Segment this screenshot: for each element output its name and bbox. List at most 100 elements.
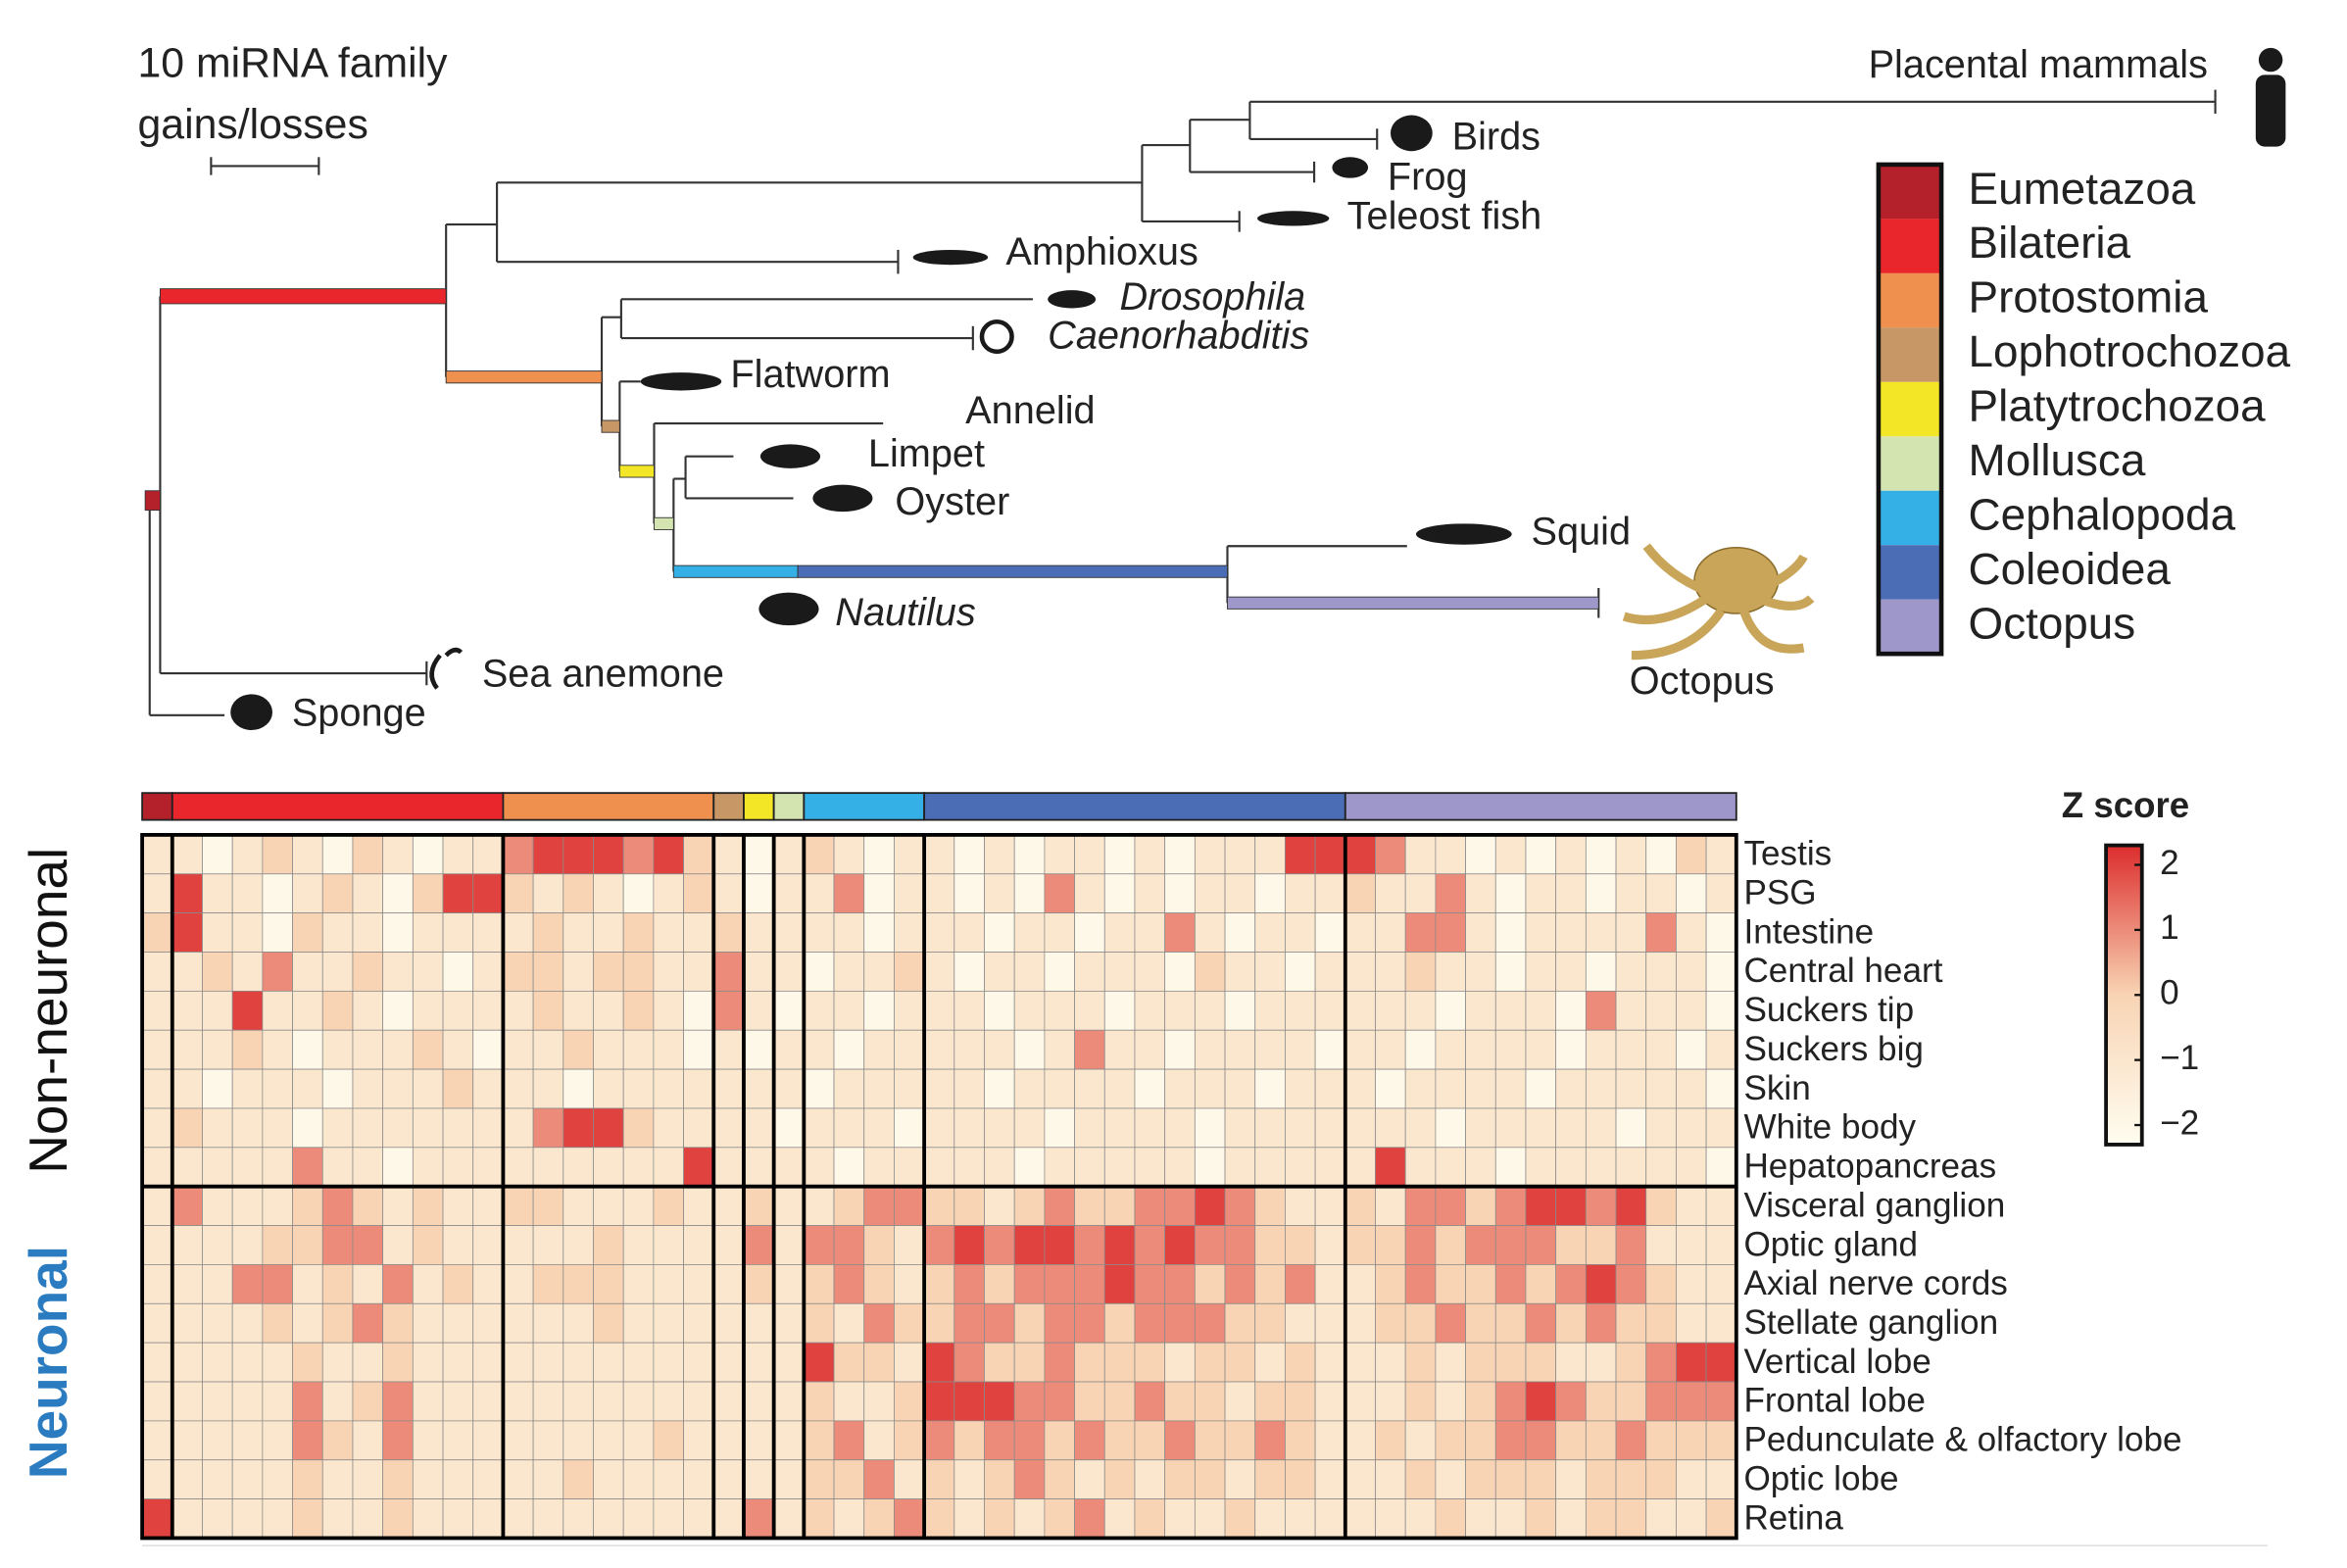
heatmap-cell (743, 990, 775, 1031)
tree: 10 miRNA family gains/losses (138, 39, 2286, 734)
heatmap-cell (1555, 1029, 1587, 1070)
heatmap-cell (1404, 1381, 1437, 1422)
heatmap-cell (202, 1186, 233, 1226)
heatmap-cell (683, 912, 714, 953)
heatmap-cell (1044, 1381, 1075, 1422)
colorbar: Z score 2 1 0 −1 −2 (2062, 785, 2199, 1147)
heatmap-cell (1254, 1342, 1286, 1383)
heatmap-cell (1465, 1068, 1496, 1109)
heatmap-cell (863, 1381, 895, 1422)
heatmap-cell (1254, 1420, 1286, 1461)
heatmap-cell (321, 1420, 354, 1461)
heatmap-cell (1013, 1459, 1046, 1499)
row-label: Suckers big (1743, 1030, 1923, 1068)
heatmap-cell (1224, 1381, 1256, 1422)
heatmap-cell (1314, 1381, 1346, 1422)
heatmap-cell (1645, 1264, 1677, 1304)
heatmap-cell (1494, 834, 1527, 875)
heatmap-cell (1555, 1342, 1587, 1383)
heatmap-cell (503, 1342, 534, 1383)
colorbar-title: Z score (2062, 785, 2189, 825)
heatmap-cell (472, 834, 504, 875)
heatmap-cell (321, 1107, 354, 1149)
heatmap-cell (653, 1302, 684, 1344)
heatmap-cell (1555, 1068, 1587, 1109)
heatmap-cell (1494, 1420, 1527, 1461)
heatmap-cell (1224, 1498, 1256, 1539)
heatmap-cell (412, 1147, 444, 1188)
heatmap-cell (1465, 1459, 1496, 1499)
heatmap-cell (1103, 1264, 1136, 1304)
heatmap-cell (1044, 1459, 1075, 1499)
heatmap-cell (712, 1107, 745, 1149)
heatmap-cell (773, 1068, 805, 1109)
heatmap-cell (1676, 1302, 1707, 1344)
heatmap-cell (412, 1381, 444, 1422)
heatmap-cell (1134, 1225, 1166, 1265)
heatmap-cell (1044, 834, 1075, 875)
heatmap-cell (653, 912, 684, 953)
heatmap-cell (202, 952, 233, 992)
heatmap-cell (1676, 873, 1707, 914)
heatmap-cell (292, 1498, 323, 1539)
row-label: Testis (1743, 835, 1832, 873)
heatmap-cell (321, 1186, 354, 1226)
heatmap-cell (562, 1381, 594, 1422)
heatmap-cell (953, 1381, 985, 1422)
heatmap-cell (472, 1459, 504, 1499)
heatmap-cell (622, 1498, 655, 1539)
heatmap-cell (503, 952, 534, 992)
heatmap-cell (1044, 873, 1075, 914)
heatmap-cell (743, 1068, 775, 1109)
heatmap-cell (503, 912, 534, 953)
heatmap-cell (1404, 1029, 1437, 1070)
legend-swatch (1878, 599, 1942, 655)
heatmap-cell (352, 1381, 384, 1422)
heatmap-cell (894, 1459, 925, 1499)
heatmap-cell (321, 873, 354, 914)
heatmap-cell (923, 1459, 955, 1499)
clade-strip (171, 792, 505, 821)
heatmap-cell (262, 1381, 293, 1422)
heatmap-cell (683, 1264, 714, 1304)
heatmap-cell (1494, 1498, 1527, 1539)
heatmap-cell (953, 952, 985, 992)
heatmap-cell (773, 1186, 805, 1226)
heatmap-cell (1074, 1498, 1105, 1539)
heatmap-cell (1645, 990, 1677, 1031)
legend-swatch (1878, 381, 1942, 437)
heatmap-cell (382, 952, 414, 992)
heatmap-cell (1676, 990, 1707, 1031)
heatmap-cell (292, 1107, 323, 1149)
heatmap-cell (472, 873, 504, 914)
heatmap-cell (171, 1147, 203, 1188)
heatmap-cell (1103, 1225, 1136, 1265)
heatmap-cell (442, 912, 474, 953)
row-label: Hepatopancreas (1743, 1148, 1996, 1186)
heatmap-cell (1555, 1498, 1587, 1539)
heatmap-cell (712, 1459, 745, 1499)
heatmap-cell (202, 1225, 233, 1265)
heatmap-cell (1314, 1459, 1346, 1499)
heatmap-cell (1585, 1459, 1617, 1499)
heatmap-cell (1044, 1225, 1075, 1265)
heatmap-cell (1314, 952, 1346, 992)
heatmap-cell (532, 1420, 564, 1461)
heatmap-cell (712, 834, 745, 875)
heatmap-cell (1285, 1420, 1316, 1461)
heatmap-cell (1044, 952, 1075, 992)
heatmap-cell (1134, 1302, 1166, 1344)
heatmap-cell (532, 1381, 564, 1422)
colorbar-tick-label: 1 (2160, 908, 2179, 947)
heatmap-cell (1676, 834, 1707, 875)
heatmap-cell (1224, 1147, 1256, 1188)
heatmap-cell (321, 1264, 354, 1304)
heatmap-cell (1013, 1264, 1046, 1304)
heatmap-cell (984, 1381, 1015, 1422)
heatmap-cell (1285, 1459, 1316, 1499)
heatmap-cell (1615, 1420, 1647, 1461)
heatmap-cell (472, 1068, 504, 1109)
heatmap-cell (1074, 873, 1105, 914)
heatmap-cell (503, 1381, 534, 1422)
heatmap-cell (442, 1029, 474, 1070)
